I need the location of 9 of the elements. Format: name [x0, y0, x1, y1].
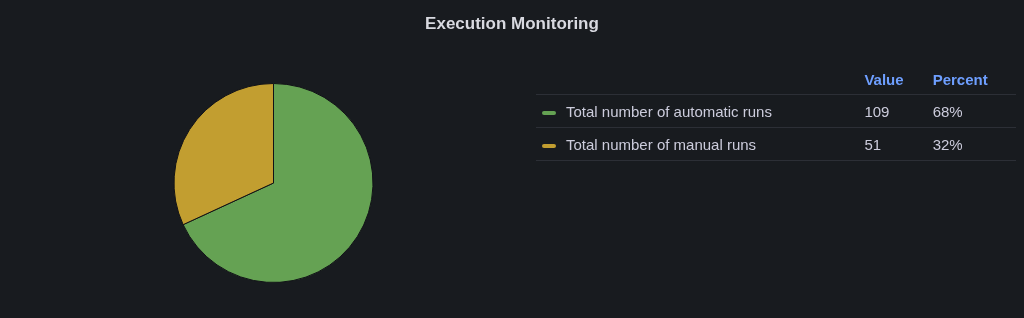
text: Percent — [926, 64, 1016, 95]
data-label: 51 — [858, 127, 927, 161]
legend-label: Total number of automatic runs — [536, 94, 859, 128]
legend-label: Total number of manual runs — [536, 127, 859, 161]
text: 68% — [926, 94, 1016, 128]
text: Value — [858, 64, 927, 95]
text: 32% — [926, 127, 1016, 161]
chart-title: Execution Monitoring — [424, 14, 600, 34]
data-label: 109 — [858, 94, 927, 128]
